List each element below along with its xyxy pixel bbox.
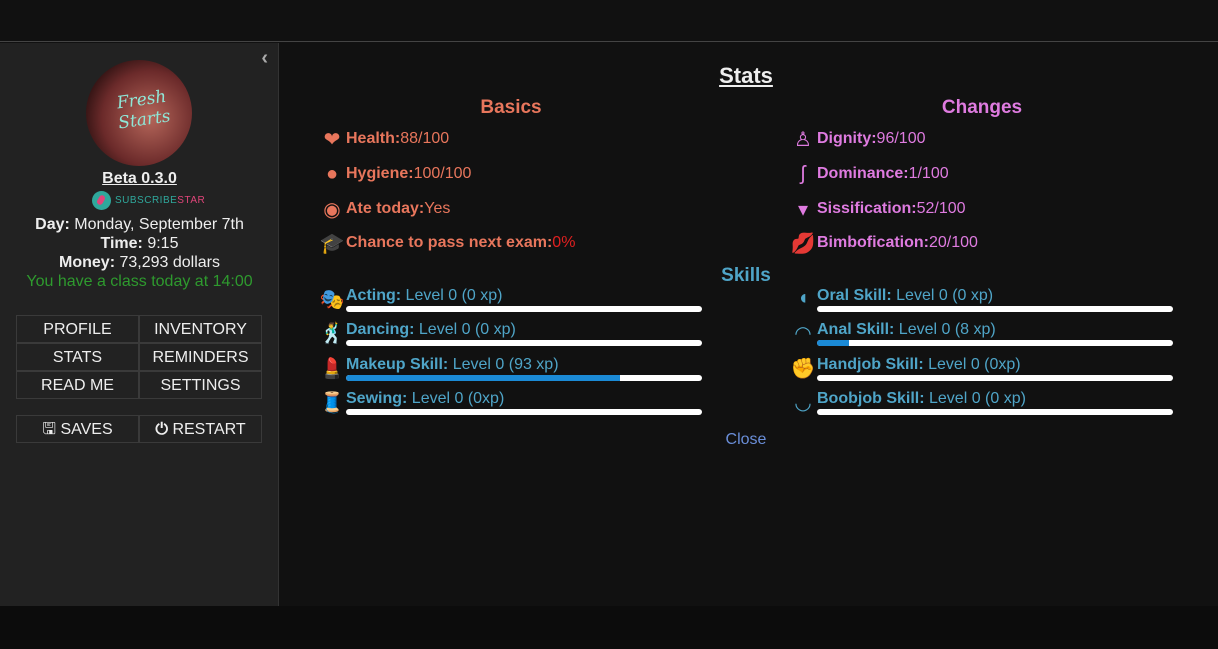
menu-read-me[interactable]: READ ME <box>16 371 139 399</box>
subscribestar-text: SUBSCRIBE <box>115 195 178 206</box>
skill-progress-bar <box>817 306 1173 312</box>
stat-sissification: ▾ Sissification: 52/100 <box>789 196 966 222</box>
makeup-icon: 💄 <box>319 358 345 380</box>
graduation-cap-icon: 🎓 <box>319 232 345 255</box>
skill-progress-fill <box>346 375 621 381</box>
heart-plus-icon: ❤ <box>323 128 341 151</box>
fist-icon: ✊ <box>790 358 816 380</box>
day-info: Day: Monday, September 7th <box>35 216 244 233</box>
skill-label: Oral Skill: Level 0 (0 xp) <box>817 287 994 304</box>
power-icon: ⏻ <box>155 421 168 438</box>
stat-dominance: ʃ Dominance: 1/100 <box>789 161 949 187</box>
top-bar <box>0 0 1218 42</box>
changes-heading: Changes <box>941 97 1023 118</box>
money-info: Money: 73,293 dollars <box>59 254 220 271</box>
face-profile-icon: ◖ <box>796 287 810 309</box>
system-menu: 🖫 SAVES ⏻ RESTART <box>16 415 262 443</box>
panties-icon: ▾ <box>797 198 809 221</box>
menu-stats[interactable]: STATS <box>16 343 139 371</box>
menu-profile[interactable]: PROFILE <box>16 315 139 343</box>
skill-progress-bar <box>817 375 1173 381</box>
subscribestar-text-star: STAR <box>177 195 206 206</box>
menu-inventory[interactable]: INVENTORY <box>139 315 262 343</box>
skill-progress-bar <box>346 375 702 381</box>
stat-health: ❤ Health: 88/100 <box>318 126 450 152</box>
saves-button[interactable]: 🖫 SAVES <box>16 415 139 443</box>
skill-progress-bar <box>346 306 702 312</box>
thread-needle-icon: 🧵 <box>319 392 345 414</box>
stat-bimbofication: 💋 Bimbofication: 20/100 <box>789 230 978 256</box>
dancer-icon: 🕺 <box>319 323 345 345</box>
close-link[interactable]: Close <box>725 431 767 448</box>
menu-settings[interactable]: SETTINGS <box>139 371 262 399</box>
stat-exam-chance: 🎓 Chance to pass next exam: 0% <box>318 230 576 256</box>
restart-button[interactable]: ⏻ RESTART <box>139 415 262 443</box>
skill-label: Handjob Skill: Level 0 (0xp) <box>817 356 1021 373</box>
wig-icon: ʃ <box>800 162 806 185</box>
lips-icon: 💋 <box>790 232 816 255</box>
class-note: You have a class today at 14:00 <box>26 273 253 290</box>
skills-heading: Skills <box>721 265 771 286</box>
stat-dignity: ♙ Dignity: 96/100 <box>789 126 925 152</box>
stat-hygiene: ● Hygiene: 100/100 <box>318 161 471 187</box>
bottom-bar <box>0 606 1218 649</box>
theater-masks-icon: 🎭 <box>319 289 345 311</box>
skill-progress-bar <box>817 340 1173 346</box>
chest-icon: ◡ <box>794 392 812 414</box>
skill-label: Dancing: Level 0 (0 xp) <box>346 321 516 338</box>
sidebar: ‹ Fresh Starts Beta 0.3.0 SUBSCRIBE STAR … <box>0 43 279 606</box>
logo-text: Fresh Starts <box>115 86 172 134</box>
stats-dialog: Stats Basics Changes ❤ Health: 88/100 ● Hy… <box>280 43 1218 606</box>
page-title: Stats <box>719 63 773 88</box>
game-logo: Fresh Starts <box>86 60 192 166</box>
plate-icon: ◉ <box>323 198 341 221</box>
subscribestar-link[interactable]: SUBSCRIBE STAR <box>92 191 205 210</box>
version-link[interactable]: Beta 0.3.0 <box>102 170 177 187</box>
subscribestar-icon <box>92 191 111 210</box>
skill-progress-bar <box>346 409 702 415</box>
skill-progress-bar <box>346 340 702 346</box>
menu-reminders[interactable]: REMINDERS <box>139 343 262 371</box>
skill-progress-bar <box>817 409 1173 415</box>
floppy-disk-icon: 🖫 <box>42 421 56 438</box>
skill-label: Acting: Level 0 (0 xp) <box>346 287 503 304</box>
time-info: Time: 9:15 <box>100 235 179 252</box>
main-menu: PROFILE INVENTORY STATS REMINDERS READ M… <box>16 315 262 399</box>
skill-label: Boobjob Skill: Level 0 (0 xp) <box>817 390 1026 407</box>
skill-label: Makeup Skill: Level 0 (93 xp) <box>346 356 559 373</box>
skill-progress-fill <box>817 340 850 346</box>
chevron-left-icon[interactable]: ‹ <box>261 47 268 69</box>
person-icon: ♙ <box>794 128 812 151</box>
stat-ate-today: ◉ Ate today: Yes <box>318 196 450 222</box>
skill-label: Anal Skill: Level 0 (8 xp) <box>817 321 996 338</box>
basics-heading: Basics <box>480 97 542 118</box>
skill-label: Sewing: Level 0 (0xp) <box>346 390 505 407</box>
soap-bubbles-icon: ● <box>325 162 339 185</box>
buttocks-icon: ◠ <box>794 323 812 345</box>
